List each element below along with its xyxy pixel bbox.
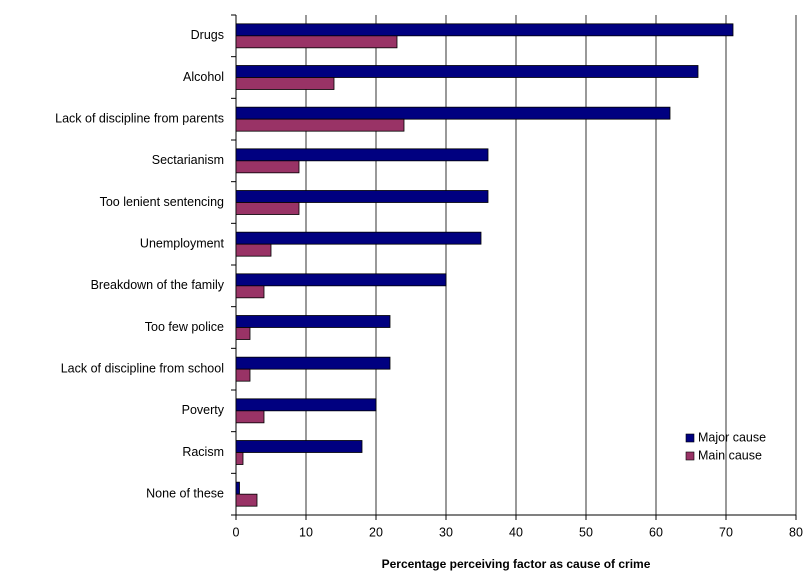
- y-tick-label: Poverty: [182, 403, 225, 417]
- y-tick-label: Too lenient sentencing: [100, 195, 224, 209]
- bar: [235, 452, 244, 465]
- y-tick-label: Sectarianism: [152, 153, 224, 167]
- x-axis-label: Percentage perceiving factor as cause of…: [382, 557, 651, 571]
- y-tick-label: Drugs: [191, 28, 224, 42]
- y-tick-label: Racism: [182, 445, 224, 459]
- bar: [235, 315, 391, 328]
- bar: [235, 23, 734, 37]
- y-tick-label: None of these: [146, 486, 224, 500]
- x-tick-label: 50: [579, 525, 593, 539]
- y-tick-label: Unemployment: [140, 236, 225, 250]
- y-tick-label: Breakdown of the family: [91, 278, 225, 292]
- x-tick-label: 60: [649, 525, 663, 539]
- x-tick-label: 10: [299, 525, 313, 539]
- bar: [235, 231, 482, 245]
- bar: [235, 202, 300, 215]
- legend-swatch: [685, 451, 695, 461]
- y-tick-label: Alcohol: [183, 70, 224, 84]
- bar: [235, 273, 447, 287]
- bar: [235, 190, 489, 203]
- legend-swatch: [685, 433, 695, 443]
- y-tick-label: Too few police: [145, 320, 224, 334]
- bar: [235, 118, 405, 132]
- bar: [235, 368, 251, 382]
- x-tick-label: 80: [789, 525, 803, 539]
- bar: [235, 285, 265, 299]
- x-tick-label: 70: [719, 525, 733, 539]
- x-tick-label: 0: [233, 525, 240, 539]
- x-tick-label: 40: [509, 525, 523, 539]
- legend-label: Major cause: [698, 430, 766, 444]
- bar: [235, 65, 699, 78]
- bar: [235, 410, 265, 424]
- bar: [235, 493, 258, 507]
- y-tick-label: Lack of discipline from parents: [55, 111, 224, 125]
- bar: [235, 148, 489, 162]
- bar: [235, 356, 391, 370]
- y-tick-label: Lack of discipline from school: [61, 361, 224, 375]
- bar: [235, 35, 398, 49]
- bar: [235, 243, 272, 257]
- bar: [235, 77, 335, 90]
- bar: [235, 106, 671, 120]
- bar: [235, 481, 240, 495]
- x-tick-label: 20: [369, 525, 383, 539]
- bar: [235, 440, 363, 453]
- bar: [235, 398, 377, 412]
- x-tick-label: 30: [439, 525, 453, 539]
- bar: [235, 160, 300, 174]
- legend-label: Main cause: [698, 448, 762, 462]
- bar: [235, 327, 251, 340]
